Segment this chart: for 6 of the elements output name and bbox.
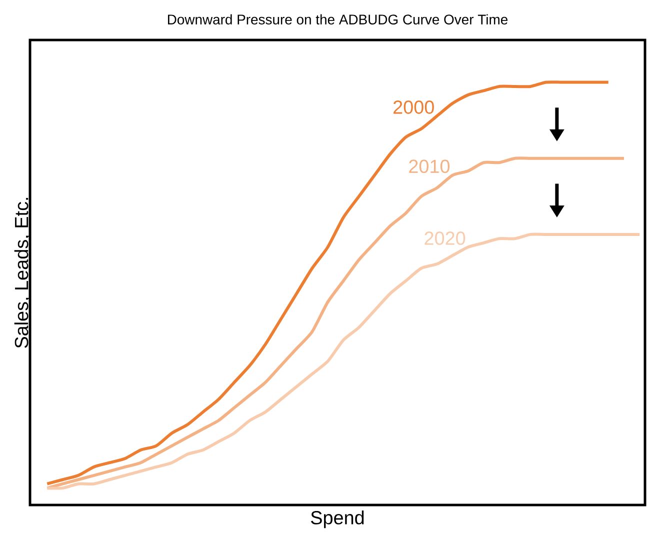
x-axis-title: Spend <box>311 510 364 528</box>
y-axis-title: Sales, Leads, Etc. <box>14 198 30 348</box>
series-label: 2020 <box>424 232 466 245</box>
series-label: 2010 <box>409 160 450 174</box>
series-label: 2000 <box>394 100 434 114</box>
chart-title: Downward Pressure on the ADBUDG Curve Over Time <box>168 14 508 24</box>
